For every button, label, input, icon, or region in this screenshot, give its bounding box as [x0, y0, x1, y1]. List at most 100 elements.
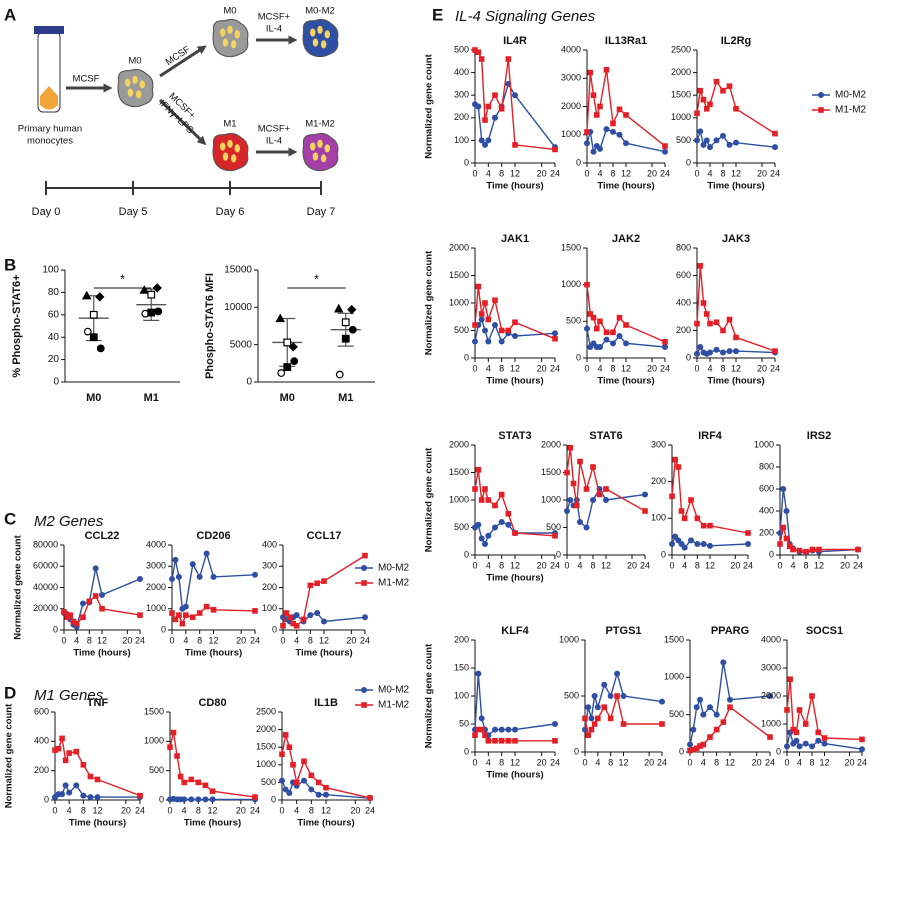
y-tick-label: 1000	[671, 112, 691, 122]
data-point	[700, 522, 707, 529]
x-axis-label: Time (hours)	[707, 181, 764, 192]
data-point	[720, 327, 726, 334]
x-tick-label: 12	[510, 757, 520, 767]
data-point	[767, 734, 773, 740]
data-point	[478, 497, 485, 503]
x-tick-label: 24	[550, 363, 560, 373]
x-tick-label: 12	[618, 757, 628, 767]
y-tick-label: 1000	[541, 494, 561, 504]
data-point	[175, 573, 182, 580]
data-point	[610, 128, 616, 135]
data-point	[498, 491, 505, 498]
x-tick-label: 0	[694, 168, 699, 178]
x-tick-label: 4	[486, 363, 491, 373]
data-point	[707, 101, 713, 108]
y-tick-label: 3000	[561, 73, 581, 83]
x-tick-label: 8	[196, 805, 201, 815]
data-point	[693, 745, 700, 752]
x-tick-label: 24	[550, 757, 560, 767]
data-point	[314, 580, 320, 587]
x-tick-label: 8	[608, 757, 613, 767]
data-point	[492, 322, 498, 328]
legend-marker	[361, 687, 367, 693]
y-tick-label: 500	[454, 44, 469, 54]
data-point	[179, 620, 186, 627]
x-tick-label: 24	[360, 635, 370, 645]
series-line	[696, 80, 776, 135]
y-tick-label: 1500	[256, 742, 276, 752]
y-tick-label: 0	[53, 377, 59, 388]
data-point	[859, 736, 865, 743]
data-point	[89, 310, 98, 319]
series-line	[786, 732, 863, 750]
x-tick-label: 8	[610, 363, 615, 373]
data-point	[816, 546, 822, 553]
data-point	[323, 784, 329, 791]
data-point	[478, 535, 485, 542]
x-tick-label: 20	[757, 168, 767, 178]
data-point	[703, 311, 710, 317]
y-tick-label: 2000	[671, 67, 691, 77]
data-point	[720, 132, 726, 139]
series-line	[689, 662, 771, 745]
x-tick-label: 12	[705, 560, 715, 570]
data-point	[703, 137, 710, 144]
data-point	[570, 480, 577, 487]
data-point	[610, 120, 616, 127]
data-point	[59, 735, 65, 742]
data-point	[796, 743, 803, 750]
x-tick-label: 8	[197, 635, 202, 645]
y-tick-label: 600	[34, 706, 49, 716]
data-point	[687, 747, 693, 754]
data-point	[252, 608, 258, 614]
x-tick-label: 12	[97, 635, 107, 645]
data-point	[66, 750, 72, 756]
chart-title: PPARG	[711, 625, 749, 637]
data-point	[582, 715, 588, 722]
data-point	[662, 344, 668, 350]
data-point	[512, 92, 518, 99]
data-point	[482, 300, 488, 306]
x-tick-label: 12	[92, 805, 102, 815]
data-point	[478, 715, 485, 722]
x-tick-label: 20	[236, 805, 246, 815]
y-tick-label: 1500	[449, 270, 469, 280]
x-tick-label: 20	[730, 560, 740, 570]
data-point	[697, 263, 704, 269]
data-point	[189, 561, 196, 568]
data-point	[610, 340, 616, 347]
x-axis-label: Time (hours)	[185, 648, 242, 659]
data-point	[315, 791, 322, 798]
panel-label: A	[4, 5, 16, 24]
data-point	[662, 143, 668, 149]
data-point	[512, 530, 518, 536]
legend-marker	[818, 92, 824, 98]
y-axis-label: Phospho-STAT6 MFI	[204, 273, 216, 379]
series-line	[474, 521, 555, 546]
data-point	[642, 508, 648, 514]
x-tick-label: 8	[499, 168, 504, 178]
data-point	[793, 737, 800, 744]
data-point	[564, 469, 570, 476]
chart-title: TNF	[87, 697, 109, 709]
data-point	[727, 696, 733, 703]
y-tick-label: 2000	[761, 690, 781, 700]
y-axis-label: Normalized gene count	[4, 703, 15, 808]
data-point	[472, 322, 478, 328]
data-point	[669, 541, 675, 547]
x-axis-label: Time (hours)	[486, 376, 543, 387]
y-tick-label: 40000	[33, 582, 58, 592]
data-point	[362, 614, 368, 621]
data-point	[573, 502, 580, 509]
data-point	[694, 350, 700, 357]
data-point	[505, 56, 512, 62]
x-tick-label: 20	[757, 363, 767, 373]
x-tick-label: 0	[582, 757, 587, 767]
data-point	[697, 696, 703, 703]
y-tick-label: 1000	[144, 736, 164, 746]
data-point	[591, 721, 598, 727]
cell	[302, 18, 339, 58]
y-tick-label: 1000	[146, 603, 166, 613]
chart-title: CCL17	[307, 530, 342, 542]
